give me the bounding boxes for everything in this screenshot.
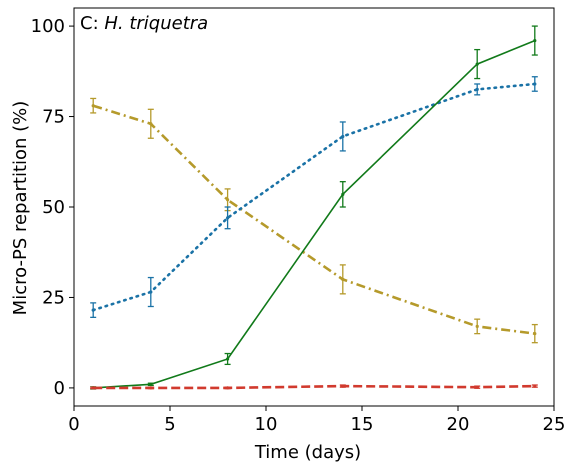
data-point [149, 382, 153, 386]
panel-species: H. triquetra [104, 13, 208, 34]
x-tick-label: 10 [255, 414, 278, 435]
panel-title: C: H. triquetra [80, 13, 208, 34]
series-3 [90, 25, 538, 390]
data-point [475, 62, 479, 66]
data-point [533, 82, 537, 86]
data-point [533, 38, 537, 43]
data-point [226, 198, 230, 202]
y-tick-label: 0 [54, 378, 65, 399]
data-point [149, 122, 153, 126]
x-tick-label: 0 [68, 414, 79, 435]
series-4 [90, 384, 538, 390]
y-tick-label: 100 [31, 16, 65, 37]
data-point [475, 385, 479, 389]
data-point [226, 216, 230, 220]
series-line [92, 104, 535, 335]
series-line [93, 39, 536, 389]
series-layer [90, 25, 538, 390]
series-line [91, 82, 537, 312]
x-tick-label: 25 [543, 414, 566, 435]
data-point [91, 104, 95, 108]
data-point [475, 324, 479, 328]
data-point [341, 192, 345, 196]
y-axis-ticks: 0 25 50 75 100 [31, 16, 74, 399]
data-point [341, 384, 345, 388]
series-line [93, 384, 535, 390]
y-axis-label: Micro-PS repartition (%) [10, 101, 31, 316]
data-point [91, 386, 95, 390]
data-point [533, 384, 537, 388]
y-tick-label: 25 [42, 287, 65, 308]
data-point [475, 87, 479, 92]
data-point [341, 134, 345, 139]
y-tick-label: 75 [42, 107, 65, 128]
x-axis-label: Time (days) [254, 442, 361, 463]
data-point [91, 308, 95, 312]
x-axis-ticks: 0 5 10 15 20 25 [68, 406, 565, 435]
panel-label: C: [80, 13, 104, 34]
data-point [533, 332, 537, 336]
plot-frame [73, 7, 555, 407]
x-tick-label: 15 [351, 414, 374, 435]
series-2 [90, 76, 538, 319]
data-point [341, 277, 345, 281]
data-point [149, 290, 153, 294]
x-tick-label: 5 [164, 414, 175, 435]
data-point [226, 357, 230, 361]
x-tick-label: 20 [447, 414, 470, 435]
data-point [149, 386, 153, 390]
data-point [226, 386, 230, 390]
y-tick-label: 50 [42, 197, 65, 218]
series-1 [90, 97, 538, 344]
